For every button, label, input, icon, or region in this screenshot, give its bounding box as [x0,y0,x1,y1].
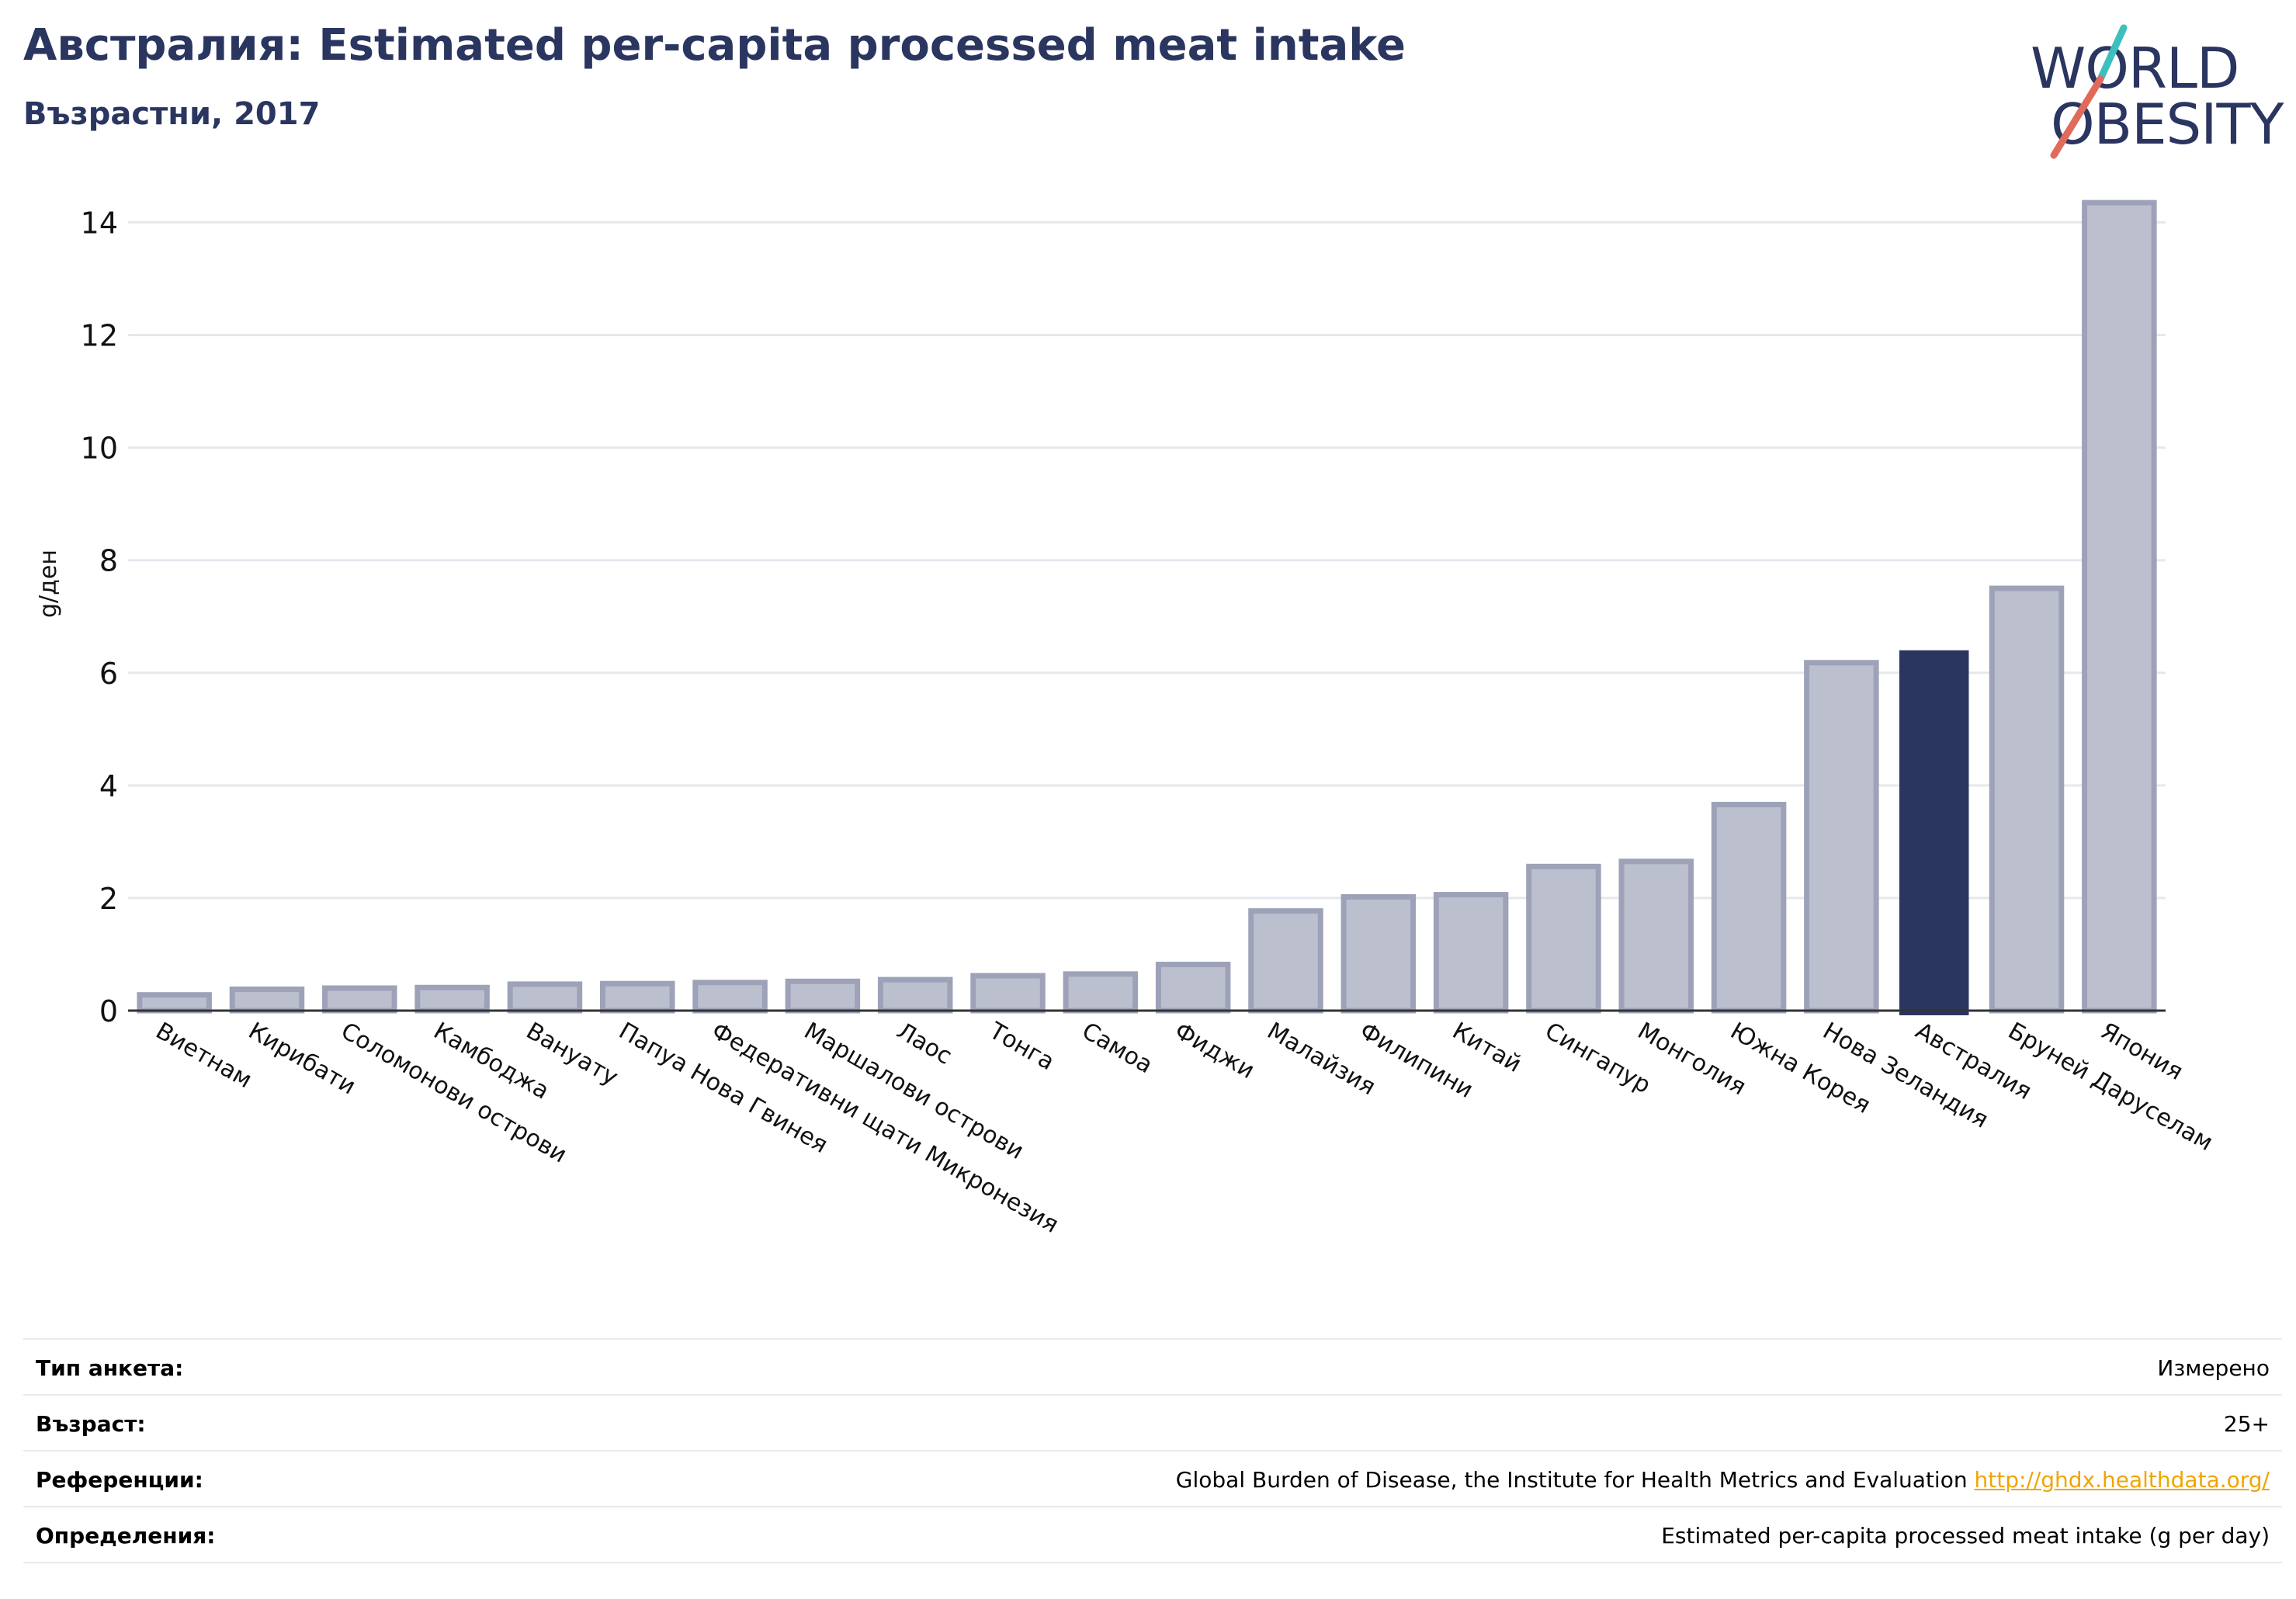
bar [1526,863,1601,1014]
bar [1340,893,1417,1014]
definitions-row: Определения: Estimated per-capita proces… [23,1506,2282,1563]
bar [414,984,490,1014]
y-tick-label: 8 [99,544,118,578]
bar-chart: 02468101214g/денВиетнамКирибатиСоломонов… [35,199,2218,1239]
bar [1248,908,1323,1014]
bar [322,985,397,1014]
survey-type-value: Измерено [2157,1355,2270,1381]
y-axis-label: g/ден [35,550,62,618]
age-value: 25+ [2223,1411,2270,1437]
chart-subtitle: Възрастни, 2017 [23,96,321,132]
logo-text-obesity: OBESITY [2051,92,2284,157]
age-row: Възраст: 25+ [23,1394,2282,1450]
bar [600,980,675,1014]
world-obesity-logo[interactable]: WORLD OBESITY [2010,23,2290,163]
bar [137,992,212,1014]
bar [1155,962,1231,1014]
age-label: Възраст: [36,1411,146,1437]
bar [692,980,768,1014]
bar [1433,892,1509,1014]
logo-text-world: WORLD [2031,36,2239,101]
bar [1618,858,1694,1014]
x-tick-label: Тонга [984,1017,1060,1076]
y-tick-label: 14 [81,206,118,241]
bar [877,976,953,1014]
y-tick-label: 4 [99,769,118,803]
y-tick-label: 6 [99,657,118,691]
logo-slash-icon [2050,24,2128,159]
x-tick-label: Фиджи [1170,1018,1259,1085]
x-tick-label: Нова Зеландия [1818,1018,1993,1134]
y-tick-label: 2 [99,882,118,916]
bar [785,978,861,1014]
info-table: Тип анкета: Измерено Възраст: 25+ Рефере… [23,1338,2282,1563]
references-text: Global Burden of Disease, the Institute … [1175,1467,1968,1493]
y-tick-label: 0 [99,994,118,1028]
definitions-value: Estimated per-capita processed meat inta… [1661,1523,2270,1549]
references-value: Global Burden of Disease, the Institute … [1176,1467,2270,1493]
x-tick-label: Виетнам [151,1018,257,1094]
bar [507,981,583,1014]
references-row: Референции: Global Burden of Disease, th… [23,1450,2282,1506]
y-tick-label: 10 [81,432,118,466]
x-tick-label: Сингапур [1540,1018,1655,1100]
bar [1989,585,2065,1014]
bar [2082,199,2157,1014]
bar [229,986,305,1014]
bar [1063,971,1139,1014]
bar [1804,660,1879,1014]
references-link[interactable]: http://ghdx.healthdata.org/ [1974,1467,2270,1493]
bar [970,973,1046,1014]
bar [1899,650,1969,1015]
x-tick-label: Лаос [892,1018,956,1070]
x-tick-label: Самоа [1077,1018,1157,1080]
definitions-label: Определения: [36,1523,216,1549]
bar [1711,802,1787,1014]
y-tick-label: 12 [81,319,118,353]
survey-type-label: Тип анкета: [36,1355,184,1381]
references-label: Референции: [36,1467,203,1493]
chart-title: Австралия: Estimated per-capita processe… [23,20,1406,71]
survey-type-row: Тип анкета: Измерено [23,1338,2282,1394]
